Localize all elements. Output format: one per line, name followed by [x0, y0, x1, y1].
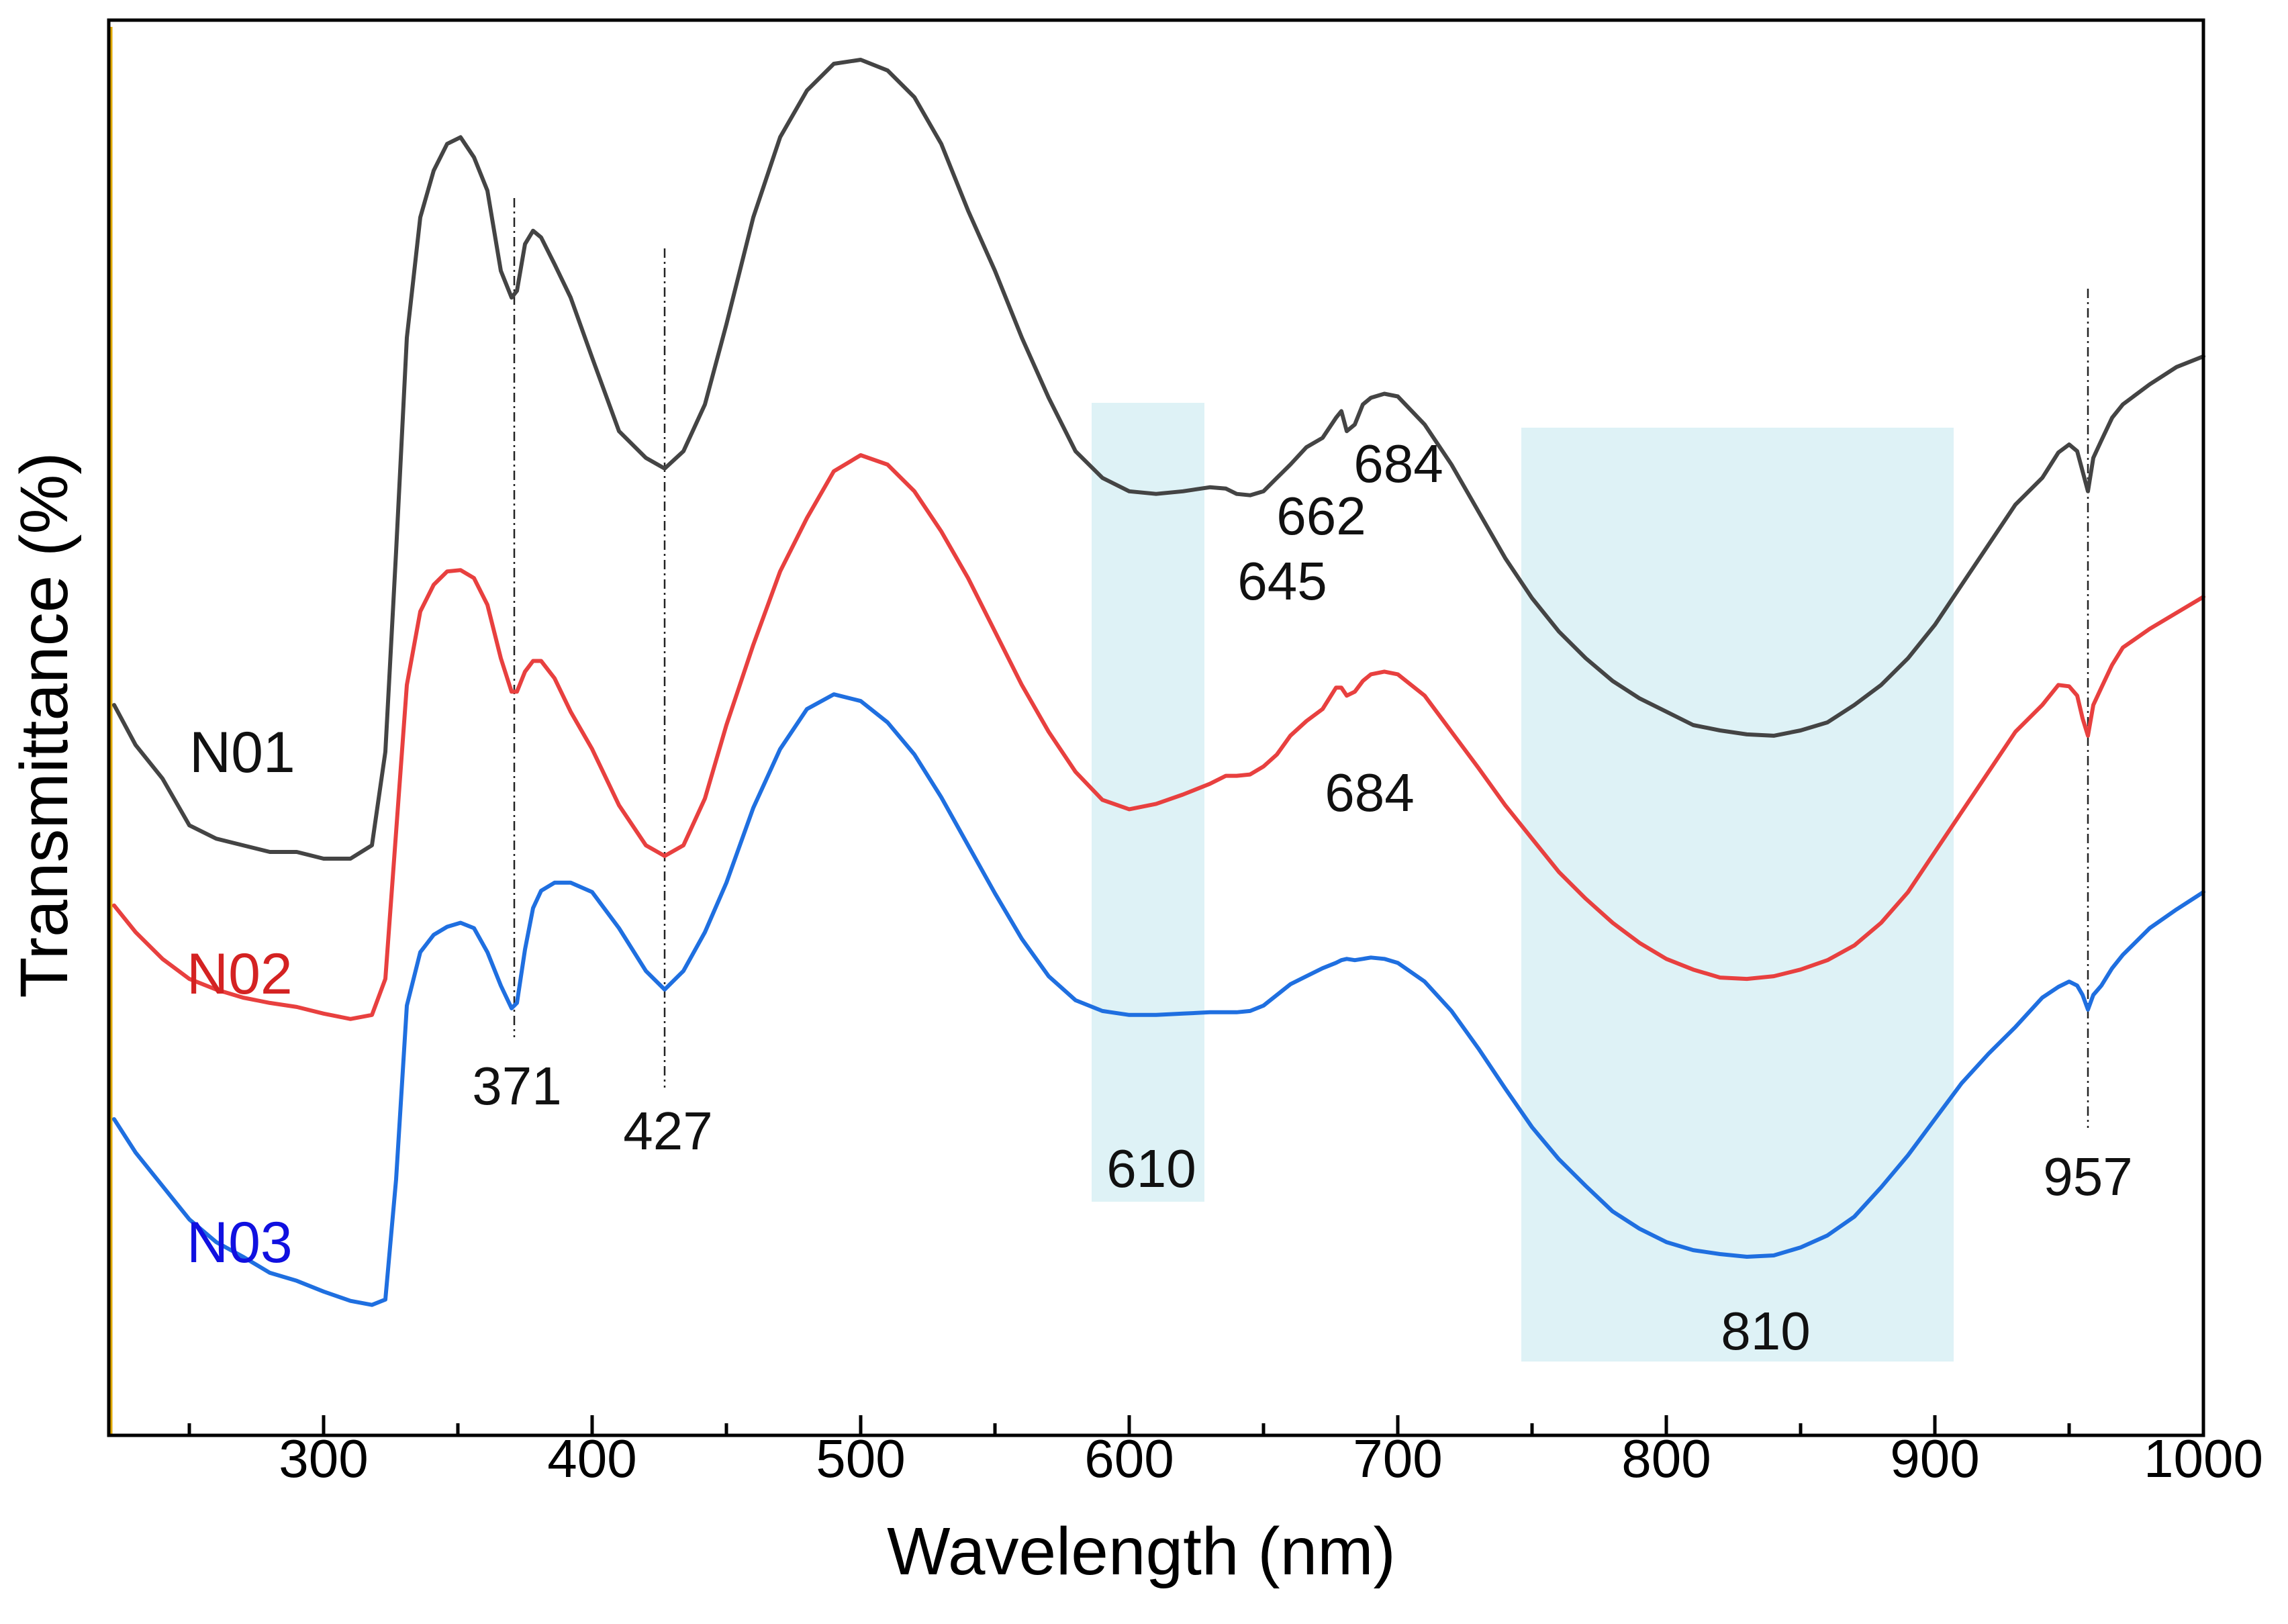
- highlight-band-2: [1521, 428, 1954, 1362]
- x-tick-label-300: 300: [279, 1429, 368, 1488]
- plot-frame: [107, 18, 2205, 1437]
- x-tick-label-1000: 1000: [2144, 1429, 2263, 1488]
- x-axis: 300 400 500 600 700 800 900 1000: [187, 1415, 2263, 1488]
- annotation-684-n01: 684: [1353, 434, 1443, 493]
- annotation-662: 662: [1276, 486, 1366, 546]
- series-line-n02: [112, 453, 2205, 1021]
- series-lines: [112, 58, 2205, 1307]
- series-line-n01: [112, 58, 2205, 861]
- y-axis-label: Transmittance (%): [7, 452, 82, 998]
- annotation-645: 645: [1237, 551, 1327, 611]
- annotation-427: 427: [623, 1101, 712, 1161]
- reference-lines: [513, 198, 2089, 1128]
- annotation-684-n02: 684: [1325, 763, 1414, 822]
- peak-annotations: 371 427 610 645 662 684 684 810 957: [472, 434, 2132, 1361]
- series-label-n01: N01: [189, 720, 295, 785]
- series-label-n02: N02: [187, 942, 293, 1006]
- highlight-bands: [1092, 403, 1954, 1362]
- x-tick-label-600: 600: [1084, 1429, 1174, 1488]
- annotation-371: 371: [472, 1056, 561, 1116]
- annotation-957: 957: [2043, 1147, 2132, 1206]
- annotation-810: 810: [1721, 1301, 1810, 1361]
- series-line-n03: [112, 692, 2205, 1307]
- x-tick-label-900: 900: [1890, 1429, 1979, 1488]
- x-tick-label-700: 700: [1353, 1429, 1442, 1488]
- series-label-n03: N03: [187, 1210, 293, 1275]
- series-labels: N01 N02 N03: [187, 720, 295, 1275]
- annotation-610: 610: [1106, 1139, 1196, 1198]
- x-tick-label-800: 800: [1621, 1429, 1711, 1488]
- x-tick-label-400: 400: [547, 1429, 636, 1488]
- x-tick-label-500: 500: [816, 1429, 905, 1488]
- x-axis-label: Wavelength (nm): [887, 1514, 1396, 1589]
